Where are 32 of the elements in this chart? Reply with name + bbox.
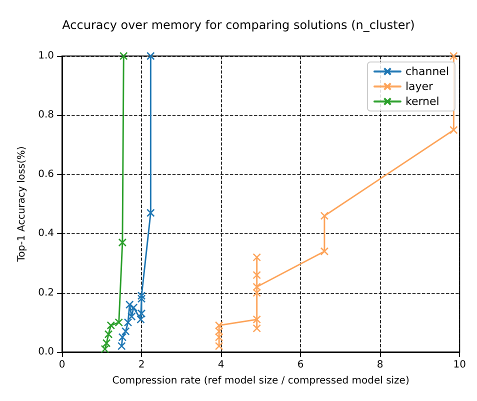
x-axis-title: Compression rate (ref model size / compressed model size) — [112, 376, 410, 386]
y-tick-label: 0.2 — [38, 287, 54, 298]
legend-label: layer — [405, 80, 434, 93]
legend-label: kernel — [405, 95, 440, 108]
point — [119, 52, 128, 60]
x-tick-label: 4 — [218, 360, 224, 370]
y-tick-label: 0.0 — [38, 346, 54, 358]
point — [320, 247, 329, 256]
point — [137, 294, 146, 303]
point — [320, 212, 329, 220]
point — [252, 270, 261, 280]
y-tick-label: 0.8 — [38, 110, 54, 121]
point — [450, 52, 458, 60]
point — [252, 253, 261, 262]
y-tick-label: 0.6 — [38, 168, 54, 180]
point — [146, 208, 155, 218]
y-tick-label: 0.4 — [38, 228, 54, 240]
point — [146, 52, 155, 60]
y-tick-label: 1.0 — [38, 50, 54, 62]
point — [450, 126, 458, 134]
x-tick-label: 0 — [58, 360, 66, 370]
point — [118, 238, 127, 247]
point — [125, 300, 134, 309]
y-axis-title: Top-1 Accuracy loss(%) — [16, 146, 28, 263]
chart-title: Accuracy over memory for comparing solutions (n_cluster) — [62, 18, 415, 32]
x-tick-label: 6 — [297, 360, 304, 370]
x-tick-label: 8 — [376, 360, 384, 370]
point — [137, 292, 146, 300]
point — [114, 318, 124, 327]
x-tick-label: 10 — [453, 360, 466, 370]
x-tick-label: 2 — [138, 360, 145, 370]
legend-label: channel — [405, 65, 450, 78]
